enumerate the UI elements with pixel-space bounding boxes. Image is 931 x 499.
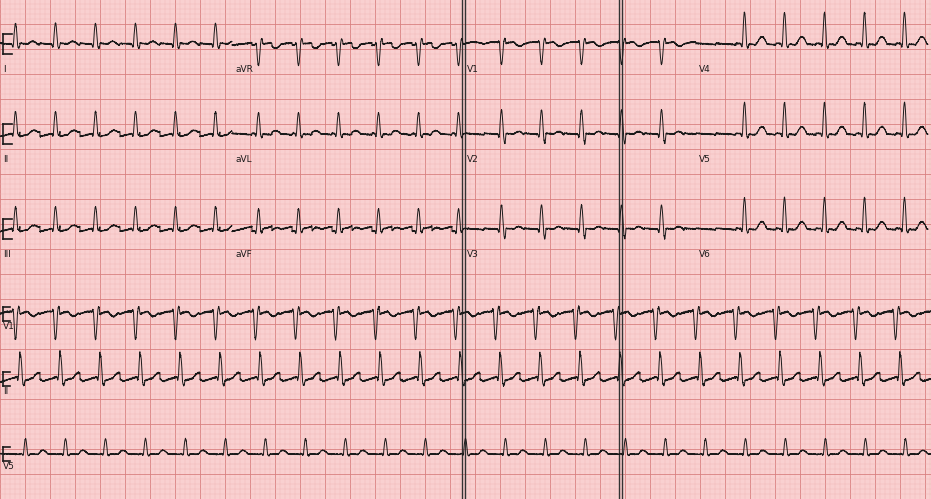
Text: V4: V4 xyxy=(699,65,710,74)
Text: V6: V6 xyxy=(699,250,711,259)
Text: V1: V1 xyxy=(467,65,479,74)
Text: II: II xyxy=(3,155,8,164)
Text: V1: V1 xyxy=(3,322,15,331)
Text: aVR: aVR xyxy=(235,65,253,74)
Text: V3: V3 xyxy=(467,250,479,259)
Text: III: III xyxy=(3,250,11,259)
Text: II: II xyxy=(3,387,8,396)
Text: V5: V5 xyxy=(699,155,711,164)
Text: V2: V2 xyxy=(467,155,479,164)
Text: I: I xyxy=(3,65,6,74)
Text: V5: V5 xyxy=(3,462,15,471)
Text: aVF: aVF xyxy=(235,250,251,259)
Text: aVL: aVL xyxy=(235,155,251,164)
